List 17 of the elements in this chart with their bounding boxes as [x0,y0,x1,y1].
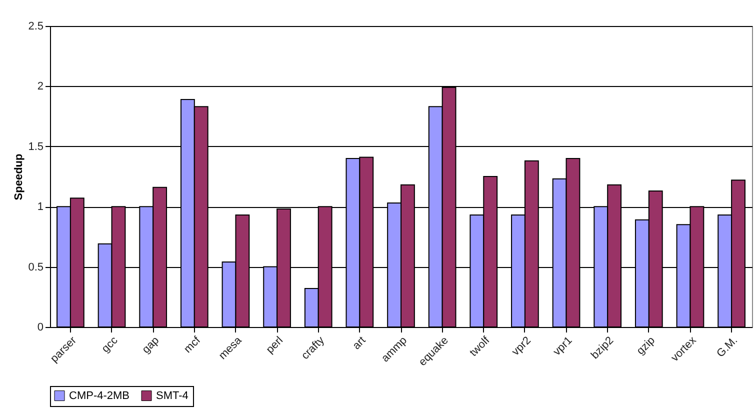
x-tick-label: gzip [634,334,658,358]
x-tick-label: mcf [182,334,204,356]
y-axis-title: Speedup [13,153,26,200]
y-tick-label: 0 [37,322,44,334]
x-tick-label: vpr1 [551,334,575,358]
x-tick-label: G.M. [714,334,740,360]
legend-label: SMT-4 [156,390,188,402]
x-tick-label: art [350,334,368,352]
x-tick-label: gap [140,334,162,356]
x-tick-label: vpr2 [510,334,534,358]
x-tick-label: gcc [100,334,121,356]
y-tick-label: 2.5 [28,20,44,32]
legend-label: CMP-4-2MB [69,390,130,402]
y-tick-label: 1 [37,201,44,214]
y-tick-label: 2 [37,80,44,93]
y-tick-label: 1.5 [28,140,44,153]
y-tick-label: 0.5 [28,261,44,274]
